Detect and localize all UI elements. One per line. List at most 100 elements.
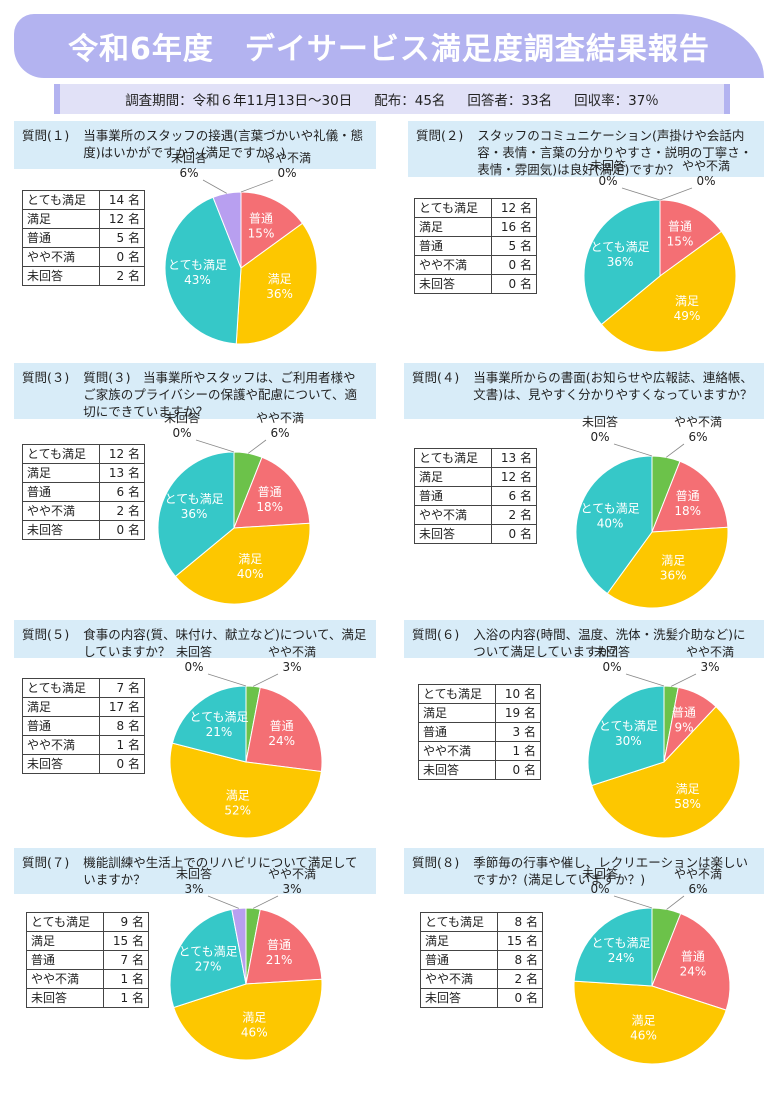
slice-category-label: やや不満: [674, 867, 722, 881]
slice-percent-label: 21%: [266, 953, 293, 967]
response-count-table: とても満足 10 名満足 19 名普通 3 名やや不満 1 名未回答 0 名: [418, 684, 541, 780]
question-text: 入浴の内容(時間、温度、洗体・洗髪介助など)について満足していますか？: [473, 627, 746, 659]
slice-category-label: とても満足: [599, 719, 658, 733]
response-count-table: とても満足 13 名満足 12 名普通 6 名やや不満 2 名未回答 0 名: [414, 448, 537, 544]
row-label: やや不満: [22, 735, 100, 755]
slice-percent-label: 46%: [241, 1025, 268, 1039]
row-label: 満足: [22, 697, 100, 717]
pie-slice: [659, 199, 723, 277]
question-header: 質問(８) 季節毎の行事や催し、レクリエーションは楽しいですか？(満足していますか…: [404, 848, 764, 894]
slice-percent-label: 36%: [181, 507, 208, 521]
leader-line: [621, 187, 661, 201]
row-label: 普通: [22, 228, 100, 248]
row-count: 0 名: [99, 520, 145, 540]
row-label: 未回答: [420, 988, 498, 1008]
table-row: やや不満 2 名: [414, 505, 537, 525]
pie-slice: [651, 460, 729, 533]
leader-line: [248, 439, 267, 454]
slice-percent-label: 15%: [248, 227, 275, 241]
slice-category-label: 未回答: [582, 866, 618, 881]
table-row: 普通 5 名: [414, 236, 537, 256]
slice-category-label: 満足: [661, 554, 685, 568]
row-count: 0 名: [491, 255, 537, 275]
row-label: 満足: [22, 209, 100, 229]
row-count: 0 名: [99, 754, 145, 774]
table-row: とても満足 13 名: [414, 448, 537, 468]
slice-percent-label: 24%: [268, 734, 295, 748]
slice-percent-label: 0%: [277, 166, 296, 180]
question-text: 機能訓練や生活上でのリハビリについて満足していますか？: [83, 855, 358, 887]
pie-slice: [169, 908, 247, 1009]
question-number: 質問(４): [412, 370, 460, 385]
row-label: 未回答: [22, 266, 100, 286]
row-label: やや不満: [22, 247, 100, 267]
slice-percent-label: 0%: [590, 882, 609, 896]
leader-line: [252, 673, 279, 687]
pie-slice: [573, 980, 727, 1065]
slice-percent-label: 46%: [630, 1028, 657, 1042]
row-label: 満足: [414, 467, 492, 487]
leader-line: [666, 895, 685, 910]
slice-percent-label: 30%: [615, 734, 642, 748]
question-number: 質問(１): [22, 128, 70, 143]
table-row: 満足 16 名: [414, 217, 537, 237]
pie-slice: [171, 685, 247, 763]
row-label: とても満足: [418, 684, 496, 704]
row-count: 2 名: [99, 266, 145, 286]
table-row: 満足 15 名: [26, 931, 149, 951]
pie-slice: [575, 455, 653, 595]
leader-line: [659, 187, 693, 201]
question-header: 質問(６) 入浴の内容(時間、温度、洗体・洗髪介助など)について満足していますか？: [404, 620, 764, 659]
question-header: 質問(１) 当事業所のスタッフの接遇(言葉づかいや礼儀・態度)はいかがですか？(満…: [14, 121, 376, 169]
slice-percent-label: 0%: [590, 430, 609, 444]
row-count: 1 名: [103, 969, 149, 989]
row-label: 普通: [22, 482, 100, 502]
slice-category-label: 満足: [676, 782, 700, 796]
row-label: 未回答: [414, 524, 492, 544]
response-rate: 回収率：37％: [574, 93, 659, 109]
slice-percent-label: 3%: [184, 882, 203, 896]
table-row: 満足 15 名: [420, 931, 543, 951]
slice-percent-label: 36%: [660, 569, 687, 583]
row-label: やや不満: [414, 255, 492, 275]
response-count-table: とても満足 14 名満足 12 名普通 5 名やや不満 0 名未回答 2 名: [22, 190, 145, 286]
table-row: やや不満 1 名: [22, 735, 145, 755]
table-row: 普通 5 名: [22, 228, 145, 248]
row-label: 未回答: [414, 274, 492, 294]
table-row: 未回答 1 名: [26, 988, 149, 1008]
table-row: 未回答 0 名: [414, 274, 537, 294]
row-label: 満足: [414, 217, 492, 237]
pie-slice: [174, 522, 311, 605]
row-label: 普通: [414, 486, 492, 506]
table-row: とても満足 9 名: [26, 912, 149, 932]
question-header: 質問(２) スタッフのコミュニケーション(声掛けや会話内容・表情・言葉の分かりやす…: [408, 121, 764, 177]
table-row: 普通 8 名: [22, 716, 145, 736]
pie-slice: [245, 908, 323, 985]
row-label: やや不満: [26, 969, 104, 989]
table-row: とても満足 12 名: [414, 198, 537, 218]
row-count: 0 名: [99, 247, 145, 267]
slice-category-label: とても満足: [591, 240, 650, 254]
row-label: とても満足: [26, 912, 104, 932]
row-count: 5 名: [491, 236, 537, 256]
slice-category-label: 普通: [267, 938, 291, 952]
leader-line: [625, 673, 665, 687]
slice-category-label: やや不満: [263, 151, 311, 165]
question-text: 季節毎の行事や催し、レクリエーションは楽しいですか？(満足していますか？): [473, 855, 749, 887]
question-text: スタッフのコミュニケーション(声掛けや会話内容・表情・言葉の分かりやすさ・説明の…: [477, 128, 753, 177]
slice-category-label: 満足: [226, 788, 250, 802]
slice-category-label: 満足: [238, 552, 262, 566]
row-label: 満足: [420, 931, 498, 951]
row-count: 9 名: [103, 912, 149, 932]
slice-percent-label: 58%: [674, 797, 701, 811]
table-row: 普通 6 名: [22, 482, 145, 502]
table-row: 未回答 0 名: [420, 988, 543, 1008]
slice-percent-label: 52%: [224, 803, 251, 817]
slice-category-label: 未回答: [582, 414, 618, 429]
response-count-table: とても満足 7 名満足 17 名普通 8 名やや不満 1 名未回答 0 名: [22, 678, 145, 774]
question-header: 質問(４) 当事業所からの書面(お知らせや広報誌、連絡帳、文書)は、見やすく分かり…: [404, 363, 764, 419]
slice-category-label: やや不満: [682, 159, 730, 173]
